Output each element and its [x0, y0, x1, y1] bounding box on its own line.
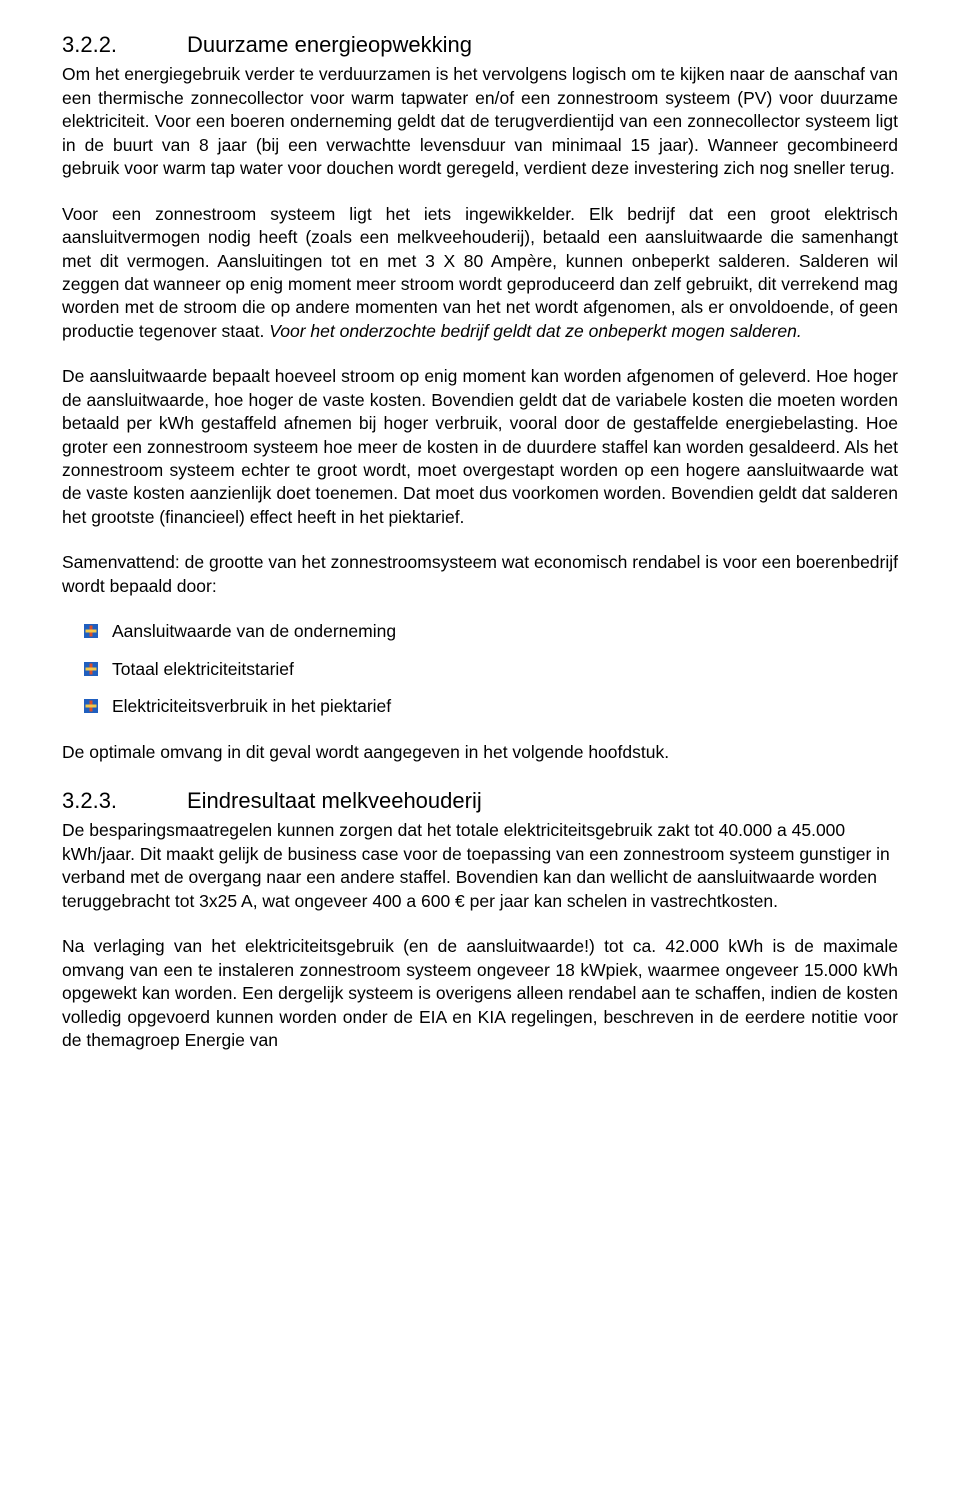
- section-heading-3-2-2: 3.2.2.Duurzame energieopwekking: [62, 30, 898, 59]
- paragraph: De optimale omvang in dit geval wordt aa…: [62, 741, 898, 764]
- paragraph: De besparingsmaatregelen kunnen zorgen d…: [62, 819, 898, 913]
- paragraph-italic: Voor het onderzochte bedrijf geldt dat z…: [269, 321, 801, 341]
- paragraph: Om het energiegebruik verder te verduurz…: [62, 63, 898, 180]
- section-heading-3-2-3: 3.2.3.Eindresultaat melkveehouderij: [62, 786, 898, 815]
- list-item-text: Elektriciteitsverbruik in het piektarief: [112, 695, 391, 718]
- list-item: Elektriciteitsverbruik in het piektarief: [84, 695, 898, 718]
- list-item: Totaal elektriciteitstarief: [84, 658, 898, 681]
- bullet-plus-icon: [84, 624, 98, 638]
- paragraph: Samenvattend: de grootte van het zonnest…: [62, 551, 898, 598]
- list-item: Aansluitwaarde van de onderneming: [84, 620, 898, 643]
- paragraph: Voor een zonnestroom systeem ligt het ie…: [62, 203, 898, 344]
- document-page: 3.2.2.Duurzame energieopwekking Om het e…: [0, 0, 960, 1092]
- section-number: 3.2.2.: [62, 30, 187, 59]
- list-item-text: Totaal elektriciteitstarief: [112, 658, 294, 681]
- paragraph: De aansluitwaarde bepaalt hoeveel stroom…: [62, 365, 898, 529]
- section-title: Eindresultaat melkveehouderij: [187, 788, 482, 813]
- paragraph: Na verlaging van het elektriciteitsgebru…: [62, 935, 898, 1052]
- bullet-list: Aansluitwaarde van de onderneming Totaal…: [62, 620, 898, 718]
- list-item-text: Aansluitwaarde van de onderneming: [112, 620, 396, 643]
- bullet-plus-icon: [84, 699, 98, 713]
- section-title: Duurzame energieopwekking: [187, 32, 472, 57]
- bullet-plus-icon: [84, 662, 98, 676]
- section-number: 3.2.3.: [62, 786, 187, 815]
